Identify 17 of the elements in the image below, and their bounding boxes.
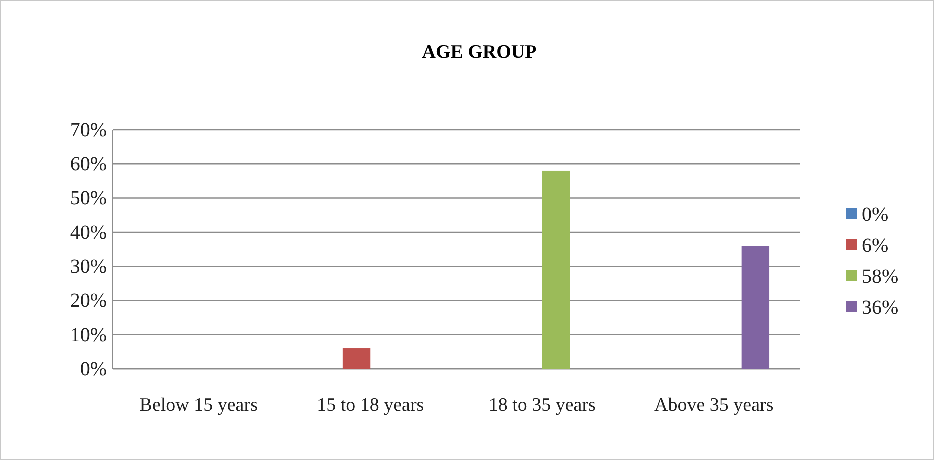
y-tick-label: 60% [70,154,107,176]
legend-label: 6% [862,235,889,257]
y-tick-label: 70% [70,119,107,142]
x-tick-label: Above 35 years [654,395,774,416]
legend-label: 58% [862,266,899,288]
x-tick-label: 15 to 18 years [317,395,424,416]
x-tick-label: 18 to 35 years [488,395,596,416]
chart-title: AGE GROUP [422,42,538,63]
y-tick-label: 40% [70,222,107,244]
y-tick-label: 10% [70,324,107,346]
y-tick-label: 0% [80,358,107,380]
y-tick-label: 30% [70,256,107,278]
y-tick-label: 20% [70,290,107,312]
y-tick-label: 50% [70,188,107,210]
legend-label: 0% [862,204,889,226]
legend-label: 36% [862,297,899,319]
x-tick-label: Below 15 years [140,395,258,416]
